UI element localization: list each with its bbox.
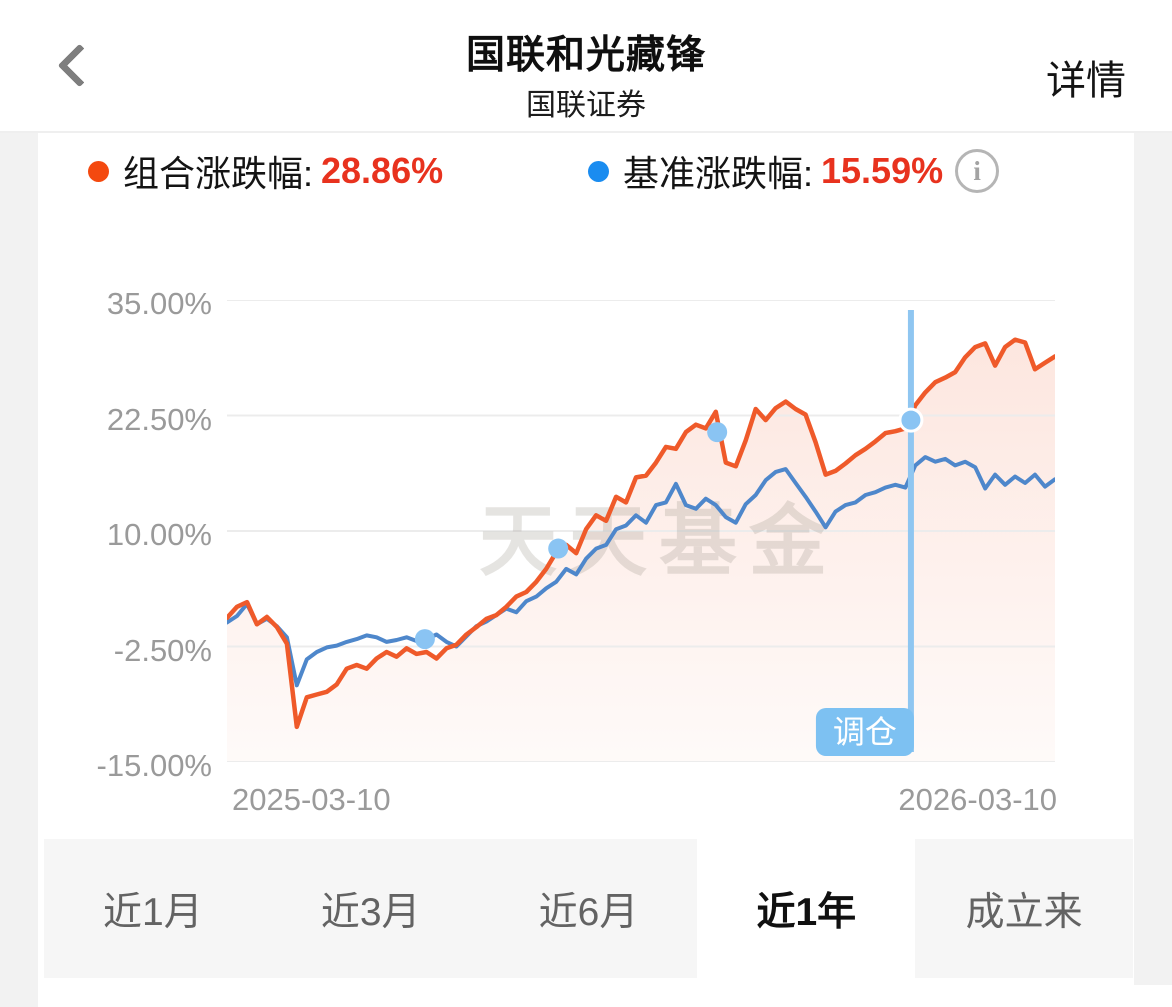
header: 国联和光藏锋 国联证券 详情 [0, 0, 1172, 133]
portfolio-dot-icon [88, 160, 109, 182]
tab-period-0[interactable]: 近1月 [44, 839, 262, 978]
watermark-text: 天天基金 [479, 497, 839, 585]
rebalance-marker [707, 422, 728, 443]
tab-period-1[interactable]: 近3月 [261, 839, 480, 978]
tab-period-2[interactable]: 近6月 [479, 839, 698, 978]
page-title: 国联和光藏锋 [465, 34, 706, 77]
legend-benchmark: 基准涨跌幅: 15.59% i [588, 146, 1000, 196]
tab-period-3[interactable]: 近1年 [697, 839, 916, 978]
x-axis-start-date: 2025-03-10 [232, 782, 391, 817]
benchmark-dot-icon [588, 160, 609, 182]
detail-link[interactable]: 详情 [1046, 59, 1126, 103]
portfolio-value: 28.86% [321, 150, 444, 191]
portfolio-label: 组合涨跌幅: [123, 153, 314, 194]
legend-portfolio: 组合涨跌幅: 28.86% [88, 146, 443, 196]
page-subtitle: 国联证券 [526, 89, 646, 122]
y-tick-label: -15.00% [96, 748, 212, 783]
benchmark-value: 15.59% [821, 150, 944, 191]
y-tick-label: -2.50% [113, 632, 212, 668]
portfolio-area-fill [227, 339, 1055, 762]
tab-period-4[interactable]: 成立来 [915, 839, 1133, 978]
rebalance-marker [548, 538, 569, 559]
y-tick-label: 22.50% [106, 401, 212, 437]
rebalance-marker [898, 407, 924, 433]
rebalance-badge-label: 调仓 [833, 714, 897, 750]
right-card-edge [1134, 133, 1172, 985]
rebalance-badge [815, 708, 914, 756]
portfolio-line [227, 337, 1055, 730]
benchmark-line [227, 455, 1055, 688]
rebalance-marker [414, 629, 435, 650]
period-tabs: 近1月 近3月 近6月 近1年 成立来 [44, 839, 1133, 978]
y-tick-label: 35.00% [106, 286, 212, 321]
benchmark-label: 基准涨跌幅: [623, 153, 814, 194]
x-axis-end-date: 2026-03-10 [898, 782, 1057, 817]
y-tick-label: 10.00% [106, 517, 212, 552]
left-card-edge [0, 133, 38, 1007]
info-icon[interactable]: i [955, 149, 1000, 193]
